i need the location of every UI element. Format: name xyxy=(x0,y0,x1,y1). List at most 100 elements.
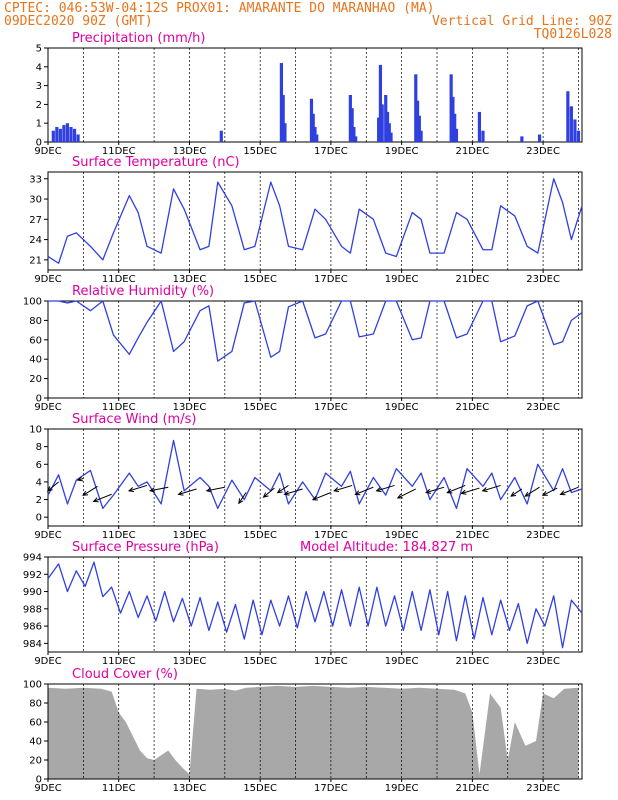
wind-arrow-head xyxy=(354,490,361,496)
wind-arrow-head xyxy=(276,488,283,494)
wind-vector-arrow xyxy=(510,488,523,497)
surface-temperature-panel: Surface Temperature (nC) 21 24 27 30 33 9DEC 1… xyxy=(29,155,583,285)
precip-bar xyxy=(279,63,284,142)
wind-arrow-head xyxy=(177,490,184,496)
y-tick-label: 0 xyxy=(36,775,42,786)
precip-bar xyxy=(350,108,354,142)
y-tick-label: 80 xyxy=(29,699,42,710)
precip-bar xyxy=(65,123,70,142)
wind-vector-arrow xyxy=(93,493,112,502)
precip-bar xyxy=(311,113,315,142)
wind-arrow-head xyxy=(82,490,89,496)
wind-vector-arrow xyxy=(333,484,353,492)
precip-bar xyxy=(576,130,581,142)
wind-arrow-head xyxy=(92,497,99,503)
precip-bar xyxy=(449,74,453,142)
precip-bar xyxy=(389,132,393,142)
x-tick-label: 19DEC xyxy=(385,146,419,157)
y-tick-label: 60 xyxy=(29,335,42,346)
surface-wind-panel: Surface Wind (m/s) 0 2 4 6 8 10 9DEC 11DEC 13DEC… xyxy=(29,412,583,541)
x-tick-label: 17DEC xyxy=(314,530,348,541)
precip-bar xyxy=(76,134,80,142)
x-tick-label: 11DEC xyxy=(102,146,136,157)
wind-vector-arrow xyxy=(560,486,579,495)
precip-bar xyxy=(384,95,388,142)
y-tick-label: 60 xyxy=(29,718,42,729)
precip-bar xyxy=(569,106,573,142)
x-tick-label: 17DEC xyxy=(314,146,348,157)
y-tick-label: 100 xyxy=(23,297,42,308)
wind-vector-arrow xyxy=(397,488,417,499)
y-tick-label: 100 xyxy=(23,680,42,691)
wind-arrow-head xyxy=(283,490,290,496)
precip-bar xyxy=(520,136,524,142)
precip-bar xyxy=(354,136,358,142)
x-tick-label: 11DEC xyxy=(102,656,136,667)
x-tick-label: 15DEC xyxy=(243,274,277,285)
precip-bar xyxy=(573,119,577,142)
wind-arrow-head xyxy=(149,487,156,493)
y-tick-label: 20 xyxy=(29,374,42,385)
y-tick-label: 990 xyxy=(23,587,42,598)
station-header: CPTEC: 046:53W-04:12S PROX01: AMARANTE D… xyxy=(4,1,434,16)
wind-vector-arrow xyxy=(284,488,303,495)
precip-bar xyxy=(477,111,482,142)
x-tick-label: 11DEC xyxy=(102,783,136,794)
wind-arrow-head xyxy=(510,491,517,497)
model-altitude: Model Altitude: 184.827 m xyxy=(300,540,473,555)
x-tick-label: 17DEC xyxy=(314,402,348,413)
pressure-series-line xyxy=(47,561,583,649)
precip-bar xyxy=(313,126,317,142)
wind-vector-arrow xyxy=(178,488,197,495)
x-tick-label: 11DEC xyxy=(102,274,136,285)
wind-vector-arrow xyxy=(542,487,558,496)
y-tick-label: 2 xyxy=(36,100,42,111)
panel-frame xyxy=(47,428,583,527)
precip-bar xyxy=(51,130,55,142)
y-tick-label: 984 xyxy=(23,639,42,650)
x-tick-label: 15DEC xyxy=(243,530,277,541)
x-tick-label: 21DEC xyxy=(456,402,490,413)
x-tick-label: 21DEC xyxy=(456,656,490,667)
humidity-title: Relative Humidity (%) xyxy=(72,284,214,299)
x-tick-label: 23DEC xyxy=(526,146,560,157)
cloud-cover-area xyxy=(48,685,579,779)
wind-vector-arrow xyxy=(277,485,289,494)
wind-vector-arrow xyxy=(312,492,332,501)
y-tick-label: 986 xyxy=(23,622,42,633)
wind-vector-arrow xyxy=(482,484,501,492)
x-tick-label: 9DEC xyxy=(34,656,61,667)
wind-vector-arrow xyxy=(128,484,148,492)
x-tick-label: 19DEC xyxy=(385,656,419,667)
x-tick-label: 13DEC xyxy=(173,402,207,413)
wind-vector-arrow xyxy=(82,485,98,496)
wind-arrow-head xyxy=(127,487,135,493)
panel-frame xyxy=(47,300,583,399)
wind-arrow-head xyxy=(396,493,403,499)
precip-bar xyxy=(62,125,66,142)
y-tick-label: 988 xyxy=(23,604,42,615)
x-tick-label: 13DEC xyxy=(173,530,207,541)
y-tick-label: 30 xyxy=(29,195,42,206)
x-tick-label: 23DEC xyxy=(526,530,560,541)
y-tick-label: 0 xyxy=(36,394,42,405)
run-date: 09DEC2020 90Z (GMT) xyxy=(4,14,153,29)
cloud-cover-title: Cloud Cover (%) xyxy=(72,667,178,682)
x-tick-label: 15DEC xyxy=(243,656,277,667)
y-tick-label: 2 xyxy=(36,495,42,506)
x-tick-label: 9DEC xyxy=(34,530,61,541)
x-tick-label: 17DEC xyxy=(314,656,348,667)
precip-bar xyxy=(414,74,418,142)
x-tick-label: 15DEC xyxy=(243,402,277,413)
wind-arrow-head xyxy=(460,489,467,495)
wind-arrow-head xyxy=(446,488,453,494)
y-tick-label: 5 xyxy=(36,44,42,55)
x-tick-label: 21DEC xyxy=(456,530,490,541)
wind-series-line xyxy=(47,439,583,510)
precipitation-title: Precipitation (mm/h) xyxy=(72,31,205,46)
x-tick-label: 19DEC xyxy=(385,274,419,285)
y-tick-label: 994 xyxy=(23,553,42,564)
precip-bar xyxy=(352,126,356,142)
x-tick-label: 11DEC xyxy=(102,530,136,541)
